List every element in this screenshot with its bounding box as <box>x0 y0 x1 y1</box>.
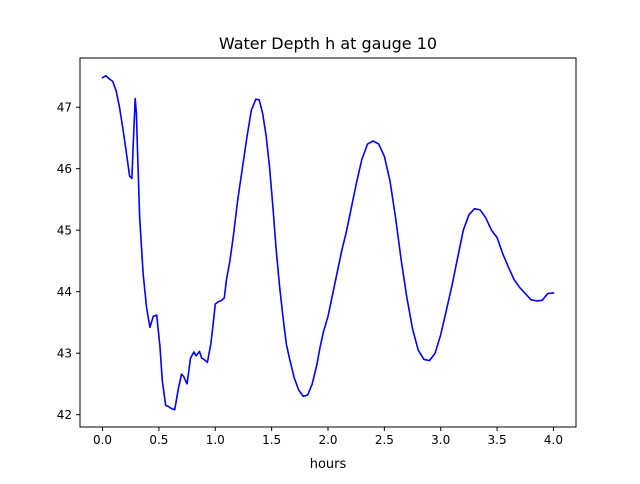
x-axis: 0.0 0.5 1.0 1.5 2.0 2.5 3.0 3.5 4.0 <box>93 427 563 447</box>
x-tick-label: 1.5 <box>262 433 281 447</box>
plot-frame <box>79 57 577 428</box>
x-tick-label: 2.5 <box>375 433 394 447</box>
x-tick-label: 4.0 <box>544 433 563 447</box>
x-tick-label: 2.0 <box>318 433 337 447</box>
x-axis-label: hours <box>310 457 347 472</box>
x-tick-label: 0.5 <box>149 433 168 447</box>
series-line-0 <box>101 75 555 411</box>
y-tick-label: 47 <box>57 101 72 115</box>
x-tick-label: 3.0 <box>431 433 450 447</box>
chart-title: Water Depth h at gauge 10 <box>219 34 437 53</box>
plot-area <box>101 75 555 411</box>
y-tick-label: 46 <box>57 162 72 176</box>
y-axis: 42 43 44 45 46 47 <box>57 101 80 422</box>
x-tick-label: 0.0 <box>93 433 112 447</box>
y-tick-label: 44 <box>57 285 72 299</box>
y-tick-label: 45 <box>57 224 72 238</box>
y-tick-label: 42 <box>57 408 72 422</box>
x-tick-label: 3.5 <box>488 433 507 447</box>
y-tick-label: 43 <box>57 347 72 361</box>
x-tick-label: 1.0 <box>206 433 225 447</box>
